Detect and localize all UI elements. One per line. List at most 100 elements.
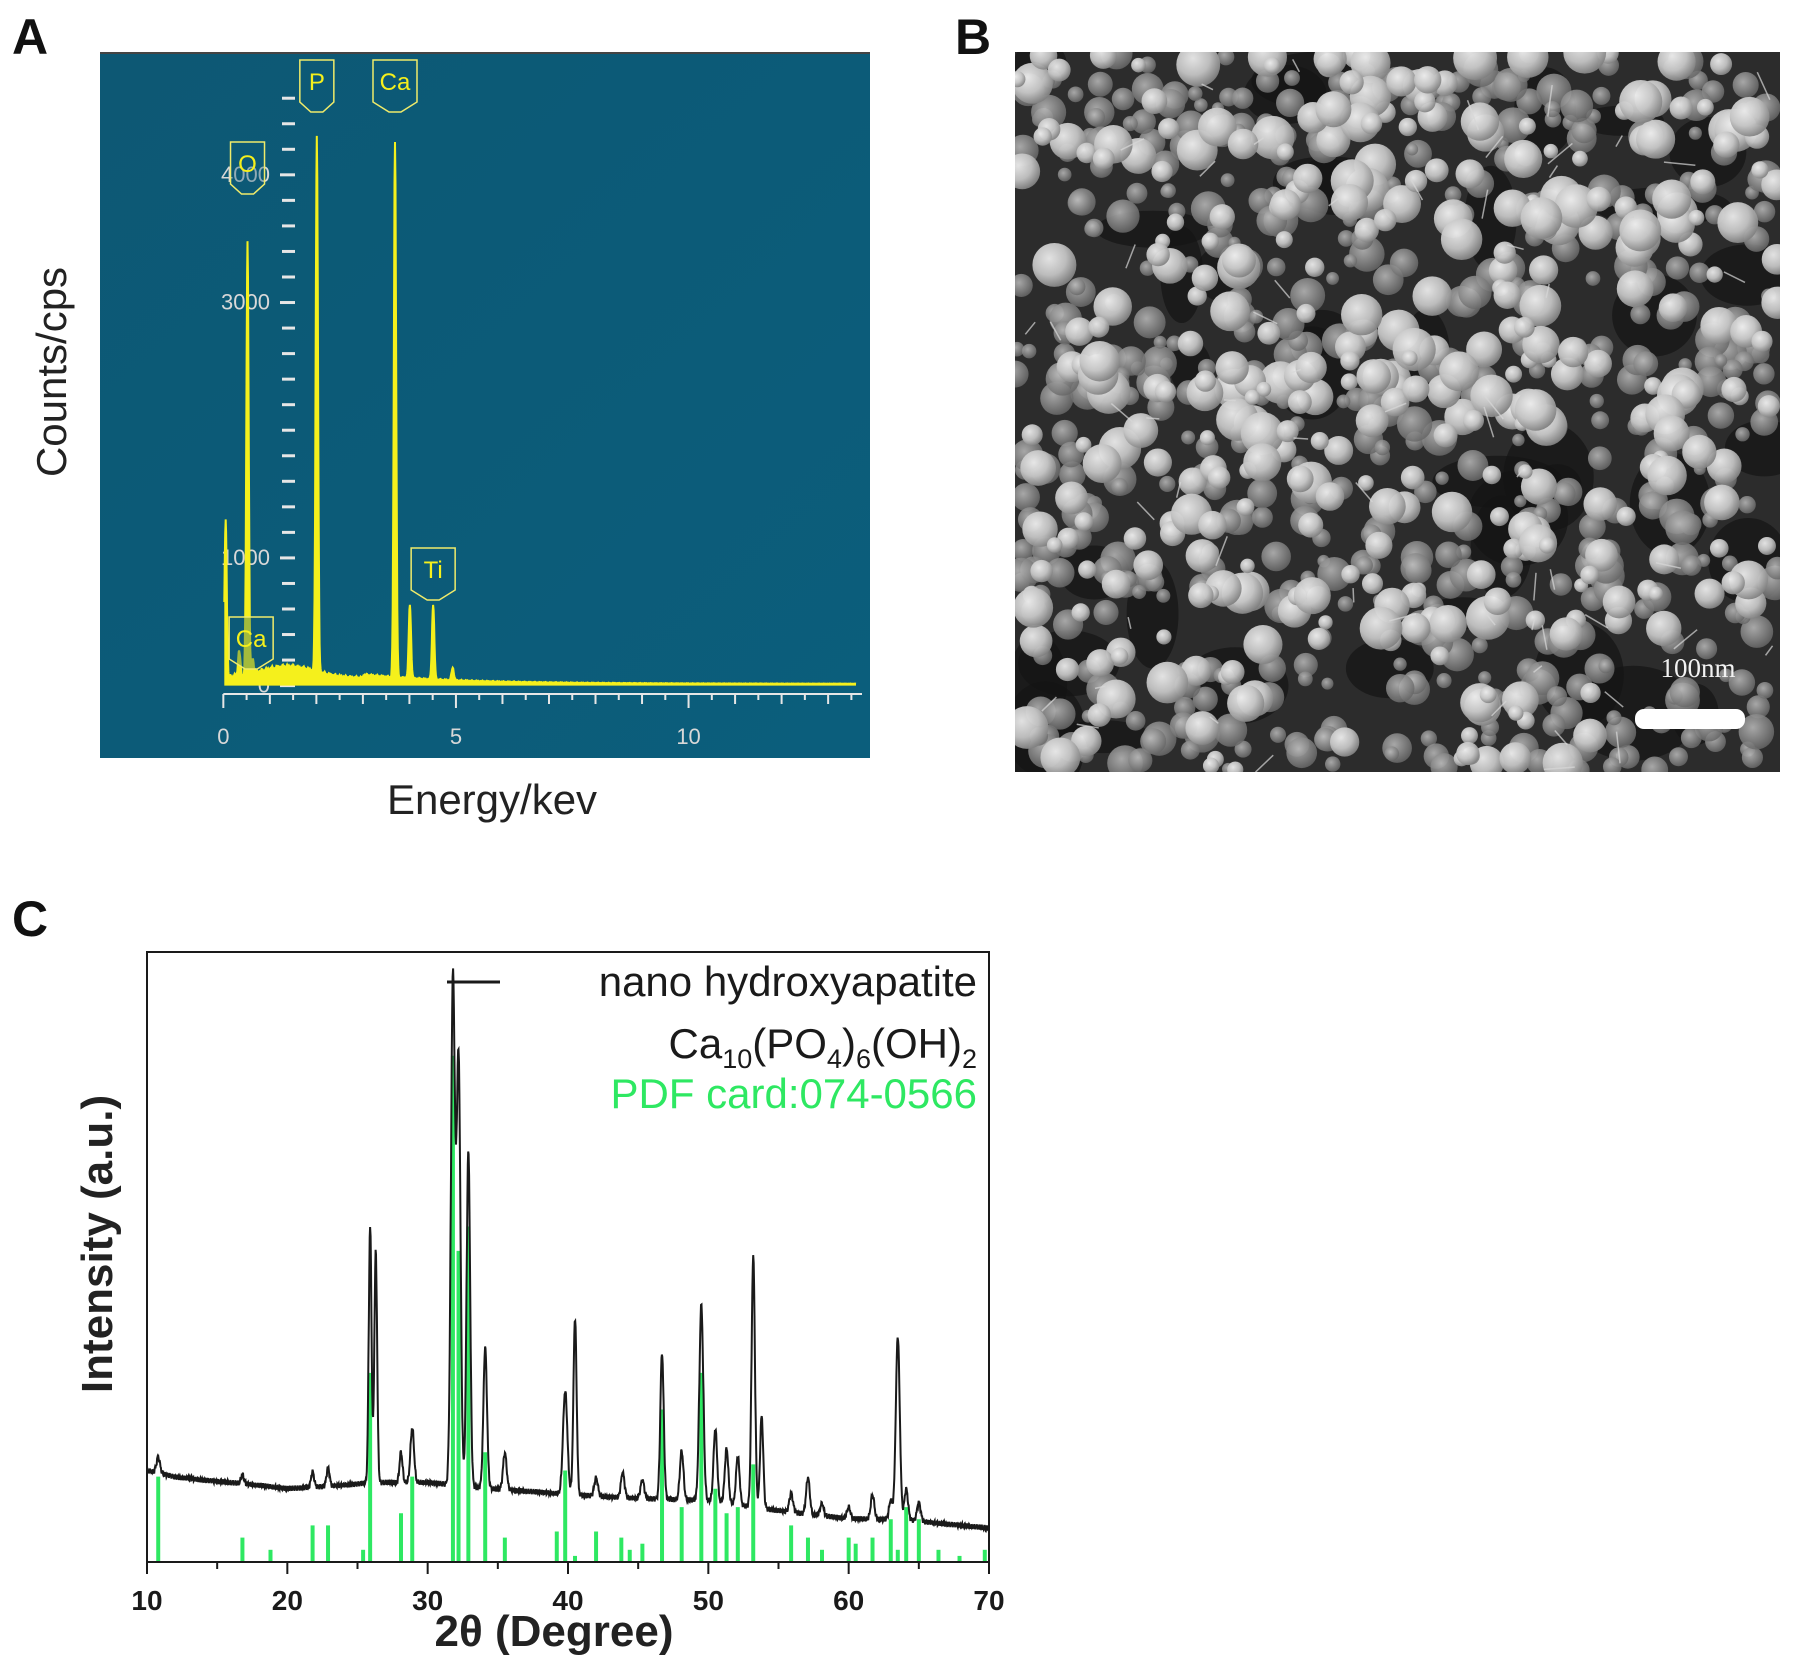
scale-bar xyxy=(1635,709,1745,729)
sem-particle xyxy=(1580,682,1601,704)
sem-particle xyxy=(1040,737,1081,772)
sem-particle xyxy=(1512,433,1525,447)
sem-particle xyxy=(1700,306,1738,345)
peak-label-o: O xyxy=(229,141,266,195)
sem-particle xyxy=(1131,109,1156,134)
sem-particle xyxy=(1589,393,1604,409)
sem-particle xyxy=(1546,686,1568,707)
sem-particle xyxy=(1015,71,1026,88)
sem-particle xyxy=(1111,477,1128,495)
eds-y-tick-label: 3000 xyxy=(221,290,270,315)
sem-particle xyxy=(1106,199,1140,233)
sem-particle xyxy=(1296,303,1316,323)
sem-needle xyxy=(1541,625,1548,650)
sem-particle xyxy=(1689,262,1710,283)
sem-particle xyxy=(1071,603,1090,622)
sem-particle xyxy=(1217,52,1235,66)
sem-needle xyxy=(1136,501,1155,521)
sem-needle xyxy=(1491,700,1507,717)
sem-particle xyxy=(1396,406,1433,442)
sem-particle xyxy=(1158,117,1180,140)
sem-particle xyxy=(1019,624,1053,658)
xrd-pattern-chart: 10 20 30 40 50 60 70 nano hydroxyapatite Ca10(… xyxy=(131,951,1005,1616)
sem-particle xyxy=(1430,646,1450,666)
sem-particle xyxy=(1015,153,1041,190)
peak-label-ca: Ca xyxy=(228,616,274,670)
sem-particle xyxy=(1092,147,1115,170)
sem-particle xyxy=(1313,52,1347,76)
sem-particle xyxy=(1051,419,1078,447)
peak-label-text: Ca xyxy=(236,626,267,653)
sem-needle xyxy=(1545,283,1550,298)
peak-label-text: Ca xyxy=(380,69,411,96)
sem-particle xyxy=(1706,266,1723,283)
sem-particle xyxy=(1658,293,1688,322)
sem-particle xyxy=(1341,294,1383,336)
sem-particle xyxy=(1126,182,1148,204)
sem-particle xyxy=(1710,53,1733,76)
sem-needle xyxy=(1201,83,1214,91)
peak-label-box xyxy=(410,547,456,601)
sem-particle xyxy=(1453,52,1498,81)
sem-particle xyxy=(1400,612,1431,643)
sem-needle xyxy=(1756,71,1771,100)
panel-label-a: A xyxy=(12,9,49,65)
peak-label-box xyxy=(372,59,418,113)
sem-needle xyxy=(1531,619,1536,631)
eds-x-axis-title: Energy/kev xyxy=(386,776,598,823)
sem-particle xyxy=(1696,638,1718,660)
sem-particle xyxy=(1529,255,1559,285)
sem-particle xyxy=(1456,741,1480,766)
sem-needle xyxy=(1355,482,1374,503)
formula-ca-sub: 10 xyxy=(722,1044,752,1074)
sem-particle xyxy=(1713,131,1740,158)
sem-particle xyxy=(1141,345,1177,381)
sem-particle xyxy=(1324,756,1341,772)
sem-particle xyxy=(1514,495,1527,508)
sem-particle xyxy=(1431,491,1473,533)
sem-particle xyxy=(1087,703,1112,727)
sem-particle xyxy=(1592,86,1611,105)
sem-particle xyxy=(1249,309,1264,324)
sem-particle xyxy=(1227,761,1244,772)
sem-particle xyxy=(1455,159,1485,189)
sem-particle xyxy=(1178,467,1207,496)
sem-particle xyxy=(1356,359,1391,394)
sem-particle xyxy=(1756,681,1774,699)
eds-spectrum-line xyxy=(223,135,857,685)
sem-particle xyxy=(1022,511,1058,547)
sem-particle xyxy=(1236,498,1255,516)
sem-particle xyxy=(1361,573,1384,595)
sem-particle xyxy=(1046,537,1063,553)
sem-particle xyxy=(1257,321,1281,345)
sem-particle xyxy=(1538,537,1556,554)
sem-particle xyxy=(1389,248,1419,278)
sem-particle xyxy=(1177,330,1204,357)
sem-particle xyxy=(1207,466,1231,489)
sem-particle xyxy=(1337,230,1355,247)
sem-particle xyxy=(1549,617,1583,651)
sem-particle xyxy=(1033,127,1052,146)
sem-particle xyxy=(1490,507,1509,527)
sem-particle xyxy=(1215,351,1249,385)
sem-particle xyxy=(1156,629,1172,645)
sem-particle xyxy=(1141,88,1168,114)
sem-particle xyxy=(1653,415,1690,452)
sem-particle xyxy=(1552,482,1576,505)
sem-particle xyxy=(1735,427,1750,442)
sem-particle xyxy=(1657,52,1696,81)
xrd-x-tick-label: 70 xyxy=(973,1585,1004,1616)
sem-needle xyxy=(1548,165,1559,179)
sem-particle xyxy=(1714,354,1728,367)
formula-po: (PO xyxy=(752,1020,827,1067)
sem-particle xyxy=(1488,256,1518,285)
sem-particle xyxy=(1269,726,1287,743)
sem-particle xyxy=(1213,713,1248,747)
sem-particle xyxy=(1188,582,1214,609)
sem-particle xyxy=(1436,673,1452,689)
sem-needle xyxy=(1223,399,1236,402)
sem-particle xyxy=(1412,276,1453,316)
sem-particle xyxy=(1542,713,1566,737)
sem-particle xyxy=(1355,404,1389,438)
sem-particle xyxy=(1276,143,1294,161)
